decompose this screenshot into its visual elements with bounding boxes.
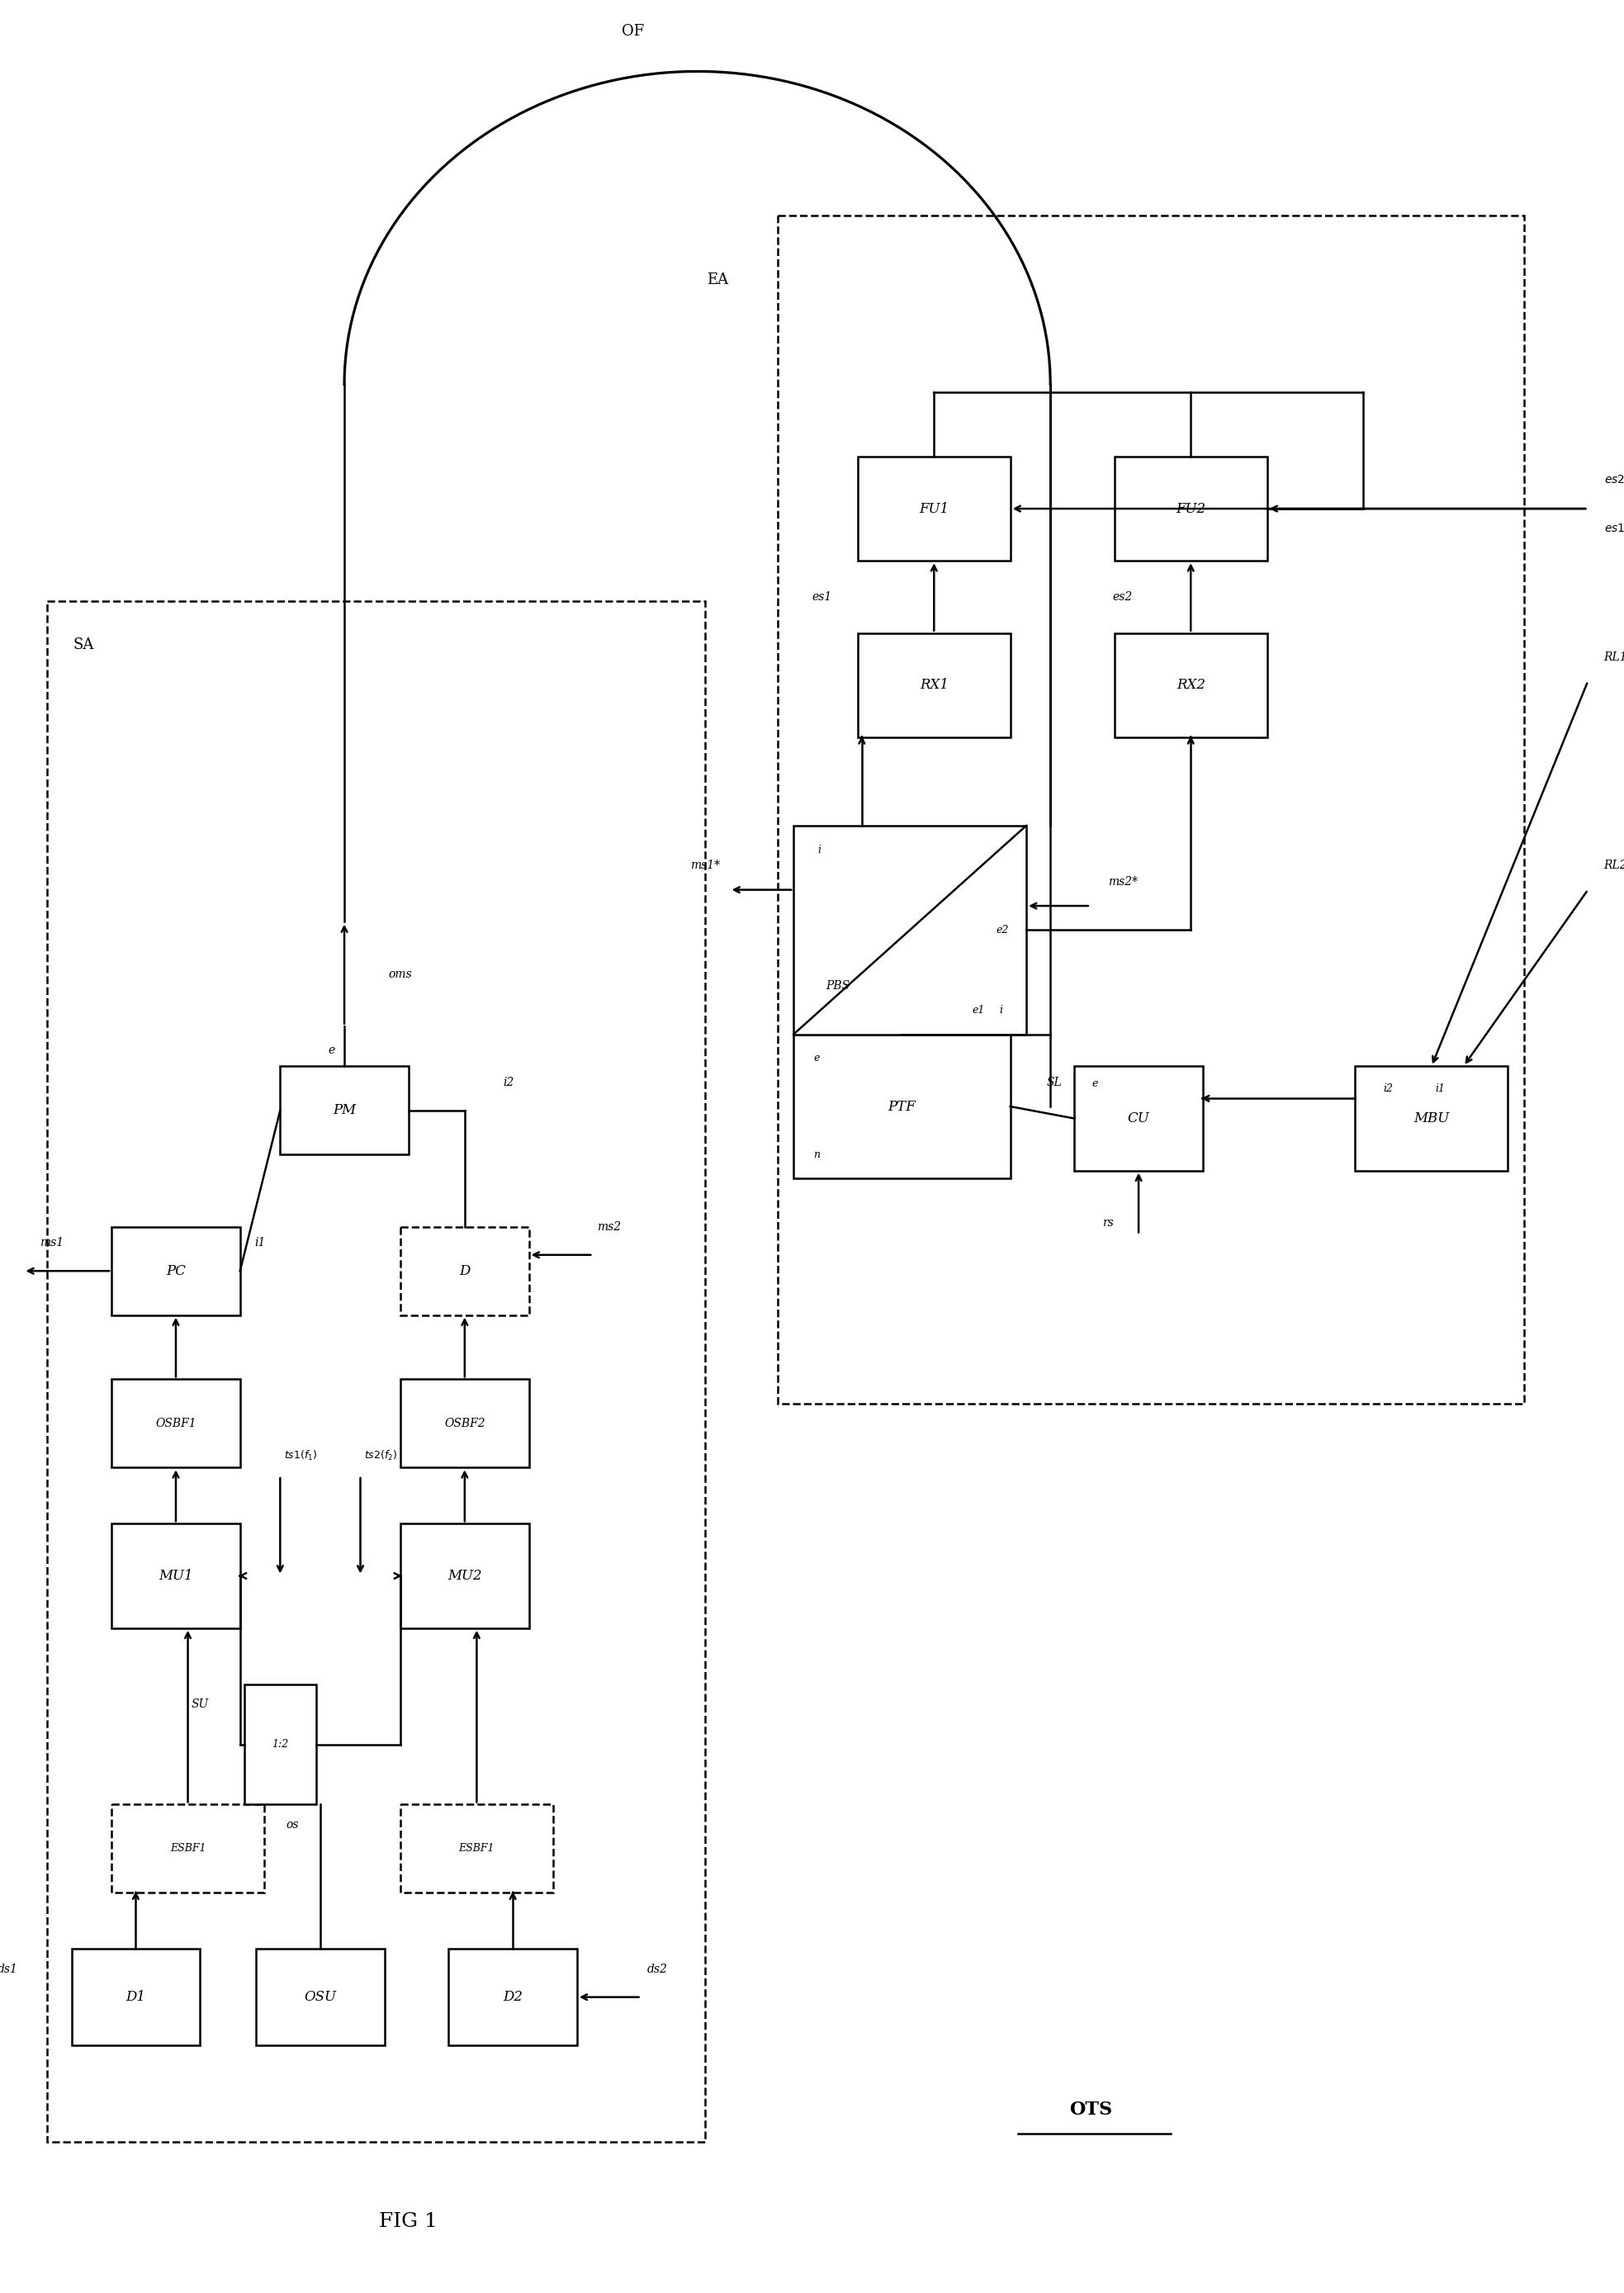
Text: FU1: FU1	[919, 502, 948, 516]
Bar	[71, 1949, 200, 2045]
Text: rs: rs	[1103, 1218, 1114, 1229]
Text: $ts1(f_1)$: $ts1(f_1)$	[284, 1449, 317, 1463]
Bar	[281, 1066, 409, 1156]
Text: ds1: ds1	[0, 1963, 18, 1974]
Text: OSBF2: OSBF2	[445, 1417, 486, 1429]
Text: OF: OF	[622, 23, 645, 39]
Text: MU1: MU1	[159, 1568, 193, 1582]
Text: n: n	[814, 1149, 820, 1160]
Text: RX2: RX2	[1176, 679, 1205, 692]
Text: e: e	[328, 1046, 335, 1057]
Bar	[244, 1683, 317, 1805]
Text: es1: es1	[812, 592, 831, 603]
Text: i1: i1	[255, 1238, 266, 1250]
Bar	[401, 1227, 529, 1316]
Text: i: i	[818, 844, 822, 855]
Bar	[1114, 633, 1267, 738]
Text: ESBF1: ESBF1	[458, 1844, 495, 1855]
Bar	[778, 216, 1523, 1403]
Text: oms: oms	[388, 968, 412, 979]
Text: PM: PM	[333, 1103, 356, 1117]
Bar	[112, 1227, 240, 1316]
Text: ESBF1: ESBF1	[171, 1844, 206, 1855]
Text: FIG 1: FIG 1	[380, 2213, 438, 2231]
Bar	[1075, 1066, 1203, 1172]
Text: os: os	[286, 1818, 299, 1830]
Text: i2: i2	[1384, 1082, 1393, 1094]
Text: MU2: MU2	[448, 1568, 482, 1582]
Text: 1:2: 1:2	[271, 1738, 289, 1750]
Text: SU: SU	[192, 1699, 208, 1711]
Text: $es2_F$: $es2_F$	[1605, 475, 1624, 488]
Text: i2: i2	[503, 1078, 515, 1089]
Text: $es1_F$: $es1_F$	[1605, 523, 1624, 537]
Text: SL: SL	[1046, 1078, 1062, 1089]
Bar	[794, 825, 1026, 1034]
Text: ms1*: ms1*	[690, 860, 721, 871]
Text: D: D	[460, 1263, 471, 1277]
Bar	[112, 1380, 240, 1468]
Text: D1: D1	[125, 1990, 146, 2004]
Text: PTF: PTF	[888, 1098, 916, 1114]
Bar	[257, 1949, 385, 2045]
Bar	[1114, 456, 1267, 562]
Bar	[47, 601, 705, 2142]
Text: ms2*: ms2*	[1108, 876, 1137, 887]
Bar	[1356, 1066, 1507, 1172]
Text: EA: EA	[706, 273, 728, 287]
Bar	[448, 1949, 577, 2045]
Text: PBS: PBS	[825, 981, 849, 993]
Bar	[857, 456, 1010, 562]
Text: e: e	[814, 1052, 820, 1064]
Text: OTS: OTS	[1069, 2100, 1112, 2119]
Text: i1: i1	[1436, 1082, 1445, 1094]
Text: SA: SA	[73, 637, 94, 654]
Bar	[401, 1380, 529, 1468]
Text: FU2: FU2	[1176, 502, 1205, 516]
Text: ms1: ms1	[39, 1238, 63, 1250]
Text: PC: PC	[166, 1263, 185, 1277]
Bar	[857, 633, 1010, 738]
Text: CU: CU	[1127, 1112, 1150, 1126]
Text: OSU: OSU	[304, 1990, 336, 2004]
Text: OSBF1: OSBF1	[156, 1417, 197, 1429]
Text: e: e	[1091, 1078, 1098, 1089]
Bar	[401, 1525, 529, 1628]
Text: es2: es2	[1112, 592, 1132, 603]
Text: i: i	[999, 1004, 1002, 1016]
Bar	[112, 1525, 240, 1628]
Text: e1: e1	[971, 1004, 984, 1016]
Text: e2: e2	[996, 924, 1009, 936]
Text: MBU: MBU	[1413, 1112, 1449, 1126]
Text: RL1: RL1	[1605, 651, 1624, 663]
Text: ms2: ms2	[598, 1222, 620, 1234]
Bar	[794, 1034, 1010, 1179]
Text: ds2: ds2	[646, 1963, 667, 1974]
Text: RL2: RL2	[1605, 860, 1624, 871]
Bar	[401, 1805, 552, 1892]
Text: RX1: RX1	[919, 679, 948, 692]
Text: $ts2(f_2)$: $ts2(f_2)$	[364, 1449, 398, 1463]
Text: D2: D2	[503, 1990, 523, 2004]
Bar	[112, 1805, 265, 1892]
